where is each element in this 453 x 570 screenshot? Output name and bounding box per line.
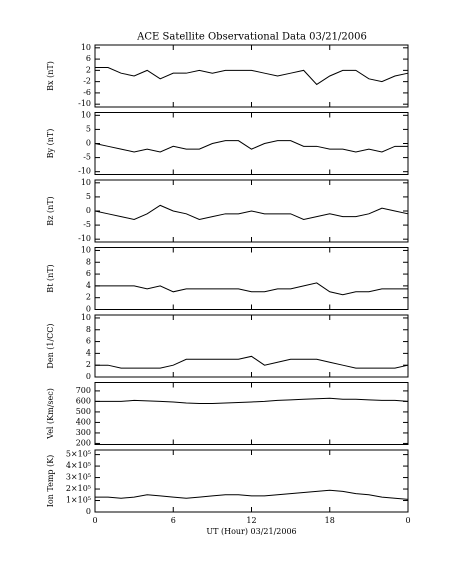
x-tick-label: 6 xyxy=(171,516,176,525)
y-tick-label: 8 xyxy=(86,325,91,334)
x-tick-label: 12 xyxy=(246,516,256,525)
y-tick-label: 10 xyxy=(81,43,91,52)
panel-frame xyxy=(94,44,409,108)
y-tick-label: 0 xyxy=(86,139,91,148)
y-axis-label: Ion Temp (K) xyxy=(46,455,55,508)
y-tick-label: -10 xyxy=(78,167,91,176)
y-tick-label: -2 xyxy=(83,77,91,86)
y-tick-label: 0 xyxy=(86,305,91,314)
y-tick-label: 0 xyxy=(86,372,91,381)
y-tick-label: 200 xyxy=(76,438,91,447)
y-axis-label: Bt (nT) xyxy=(46,264,55,292)
y-tick-label: -10 xyxy=(78,234,91,243)
panel-frame xyxy=(94,449,409,513)
panel-frame xyxy=(94,247,409,310)
y-axis-label: Vel (Km/sec) xyxy=(46,388,55,440)
panel-frame xyxy=(94,382,409,445)
data-line xyxy=(94,140,408,153)
data-line xyxy=(95,355,409,369)
y-tick-label: 2×10⁵ xyxy=(66,484,91,493)
y-tick-label: 2 xyxy=(86,65,91,74)
data-line xyxy=(95,282,408,296)
chart-title: ACE Satellite Observational Data 03/21/2… xyxy=(136,32,367,43)
y-axis-label: Bz (nT) xyxy=(46,196,55,225)
y-tick-label: 4×10⁵ xyxy=(66,461,91,470)
data-line xyxy=(95,397,409,405)
y-tick-label: 10 xyxy=(81,313,91,322)
y-tick-label: 5 xyxy=(86,192,91,201)
x-tick-label: 18 xyxy=(325,516,335,525)
y-tick-label: 4 xyxy=(86,281,91,290)
y-tick-label: 10 xyxy=(81,110,91,119)
x-tick-label: 0 xyxy=(405,516,410,525)
y-tick-label: 300 xyxy=(76,428,91,437)
y-tick-label: 500 xyxy=(76,407,91,416)
y-tick-label: 8 xyxy=(86,257,91,266)
y-tick-label: 2 xyxy=(86,293,91,302)
y-tick-label: 2 xyxy=(86,360,91,369)
y-axis-label: Den (1/CC) xyxy=(46,323,55,368)
y-tick-label: 6 xyxy=(86,269,91,278)
y-tick-label: -10 xyxy=(78,99,91,108)
y-tick-label: 400 xyxy=(76,417,91,426)
y-tick-label: 6 xyxy=(86,54,91,63)
x-axis-label: UT (Hour) 03/21/2006 xyxy=(206,527,296,536)
data-line xyxy=(94,204,409,220)
y-tick-label: 6 xyxy=(86,337,91,346)
y-tick-label: 10 xyxy=(81,178,91,187)
y-tick-label: -5 xyxy=(83,220,91,229)
y-tick-label: 5 xyxy=(86,124,91,133)
y-axis-label: By (nT) xyxy=(46,129,55,159)
y-tick-label: 700 xyxy=(76,386,91,395)
data-line xyxy=(95,67,409,86)
y-tick-label: -5 xyxy=(83,153,91,162)
panel-frame xyxy=(94,112,409,175)
y-tick-label: 5×10⁵ xyxy=(66,450,91,459)
y-tick-label: 10 xyxy=(81,245,91,254)
y-tick-label: 600 xyxy=(76,396,91,405)
y-axis-label: Bx (nT) xyxy=(46,61,55,91)
data-line xyxy=(95,489,409,500)
x-tick-label: 0 xyxy=(92,516,97,525)
y-tick-label: -6 xyxy=(83,88,91,97)
y-tick-label: 0 xyxy=(86,507,91,516)
y-tick-label: 0 xyxy=(86,206,91,215)
y-tick-label: 1×10⁵ xyxy=(66,496,91,505)
y-tick-label: 4 xyxy=(86,348,91,357)
y-tick-label: 3×10⁵ xyxy=(66,473,91,482)
